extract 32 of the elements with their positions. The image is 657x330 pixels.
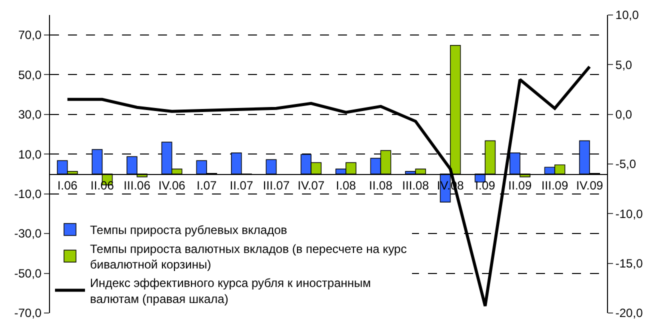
y-tick-label: -50,0 [14, 266, 42, 280]
y-tick-label: 10,0 [18, 147, 42, 162]
legend-label: Темпы прироста валютных вкладов (в пересчете на курс бивалютной корзины) [90, 242, 407, 272]
x-tick-label: IV.07 [298, 178, 325, 192]
x-tick-label: I.08 [336, 178, 356, 192]
y2-tick-label: -10,0 [615, 206, 644, 221]
x-tick-label: II.07 [230, 178, 254, 192]
legend-label: Индекс эффективного курса рубля к иностранным валютам (правая шкала) [90, 276, 371, 306]
x-tick-label: II.09 [508, 178, 532, 192]
y-tick-label: -70,0 [14, 306, 42, 320]
x-tick-label: IV.06 [158, 178, 186, 192]
x-tick-label: IV.09 [576, 178, 604, 192]
x-tick-label: III.06 [124, 178, 151, 192]
y-tick-label: -10,0 [14, 187, 42, 201]
y-tick-label: -30,0 [14, 226, 42, 241]
x-tick-label: III.09 [541, 178, 568, 192]
x-tick-label: II.08 [369, 178, 393, 192]
y2-tick-label: -5,0 [615, 157, 636, 172]
legend-label: Темпы прироста рублевых вкладов [90, 223, 288, 238]
y2-tick-label: -20,0 [615, 306, 644, 320]
y2-tick-label: -15,0 [615, 256, 644, 271]
y2-tick-label: 10,0 [615, 8, 640, 22]
x-tick-label: I.06 [57, 178, 78, 192]
y2-tick-label: 0,0 [615, 108, 632, 122]
y-tick-label: 50,0 [18, 68, 42, 82]
x-tick-label: I.09 [475, 178, 496, 192]
x-tick-label: III.07 [262, 178, 290, 192]
x-tick-label: III.08 [402, 178, 430, 192]
x-tick-label: I.07 [196, 178, 217, 192]
y-tick-label: 30,0 [18, 108, 42, 122]
y2-tick-label: 5,0 [615, 58, 632, 72]
y-tick-label: 70,0 [18, 28, 42, 42]
